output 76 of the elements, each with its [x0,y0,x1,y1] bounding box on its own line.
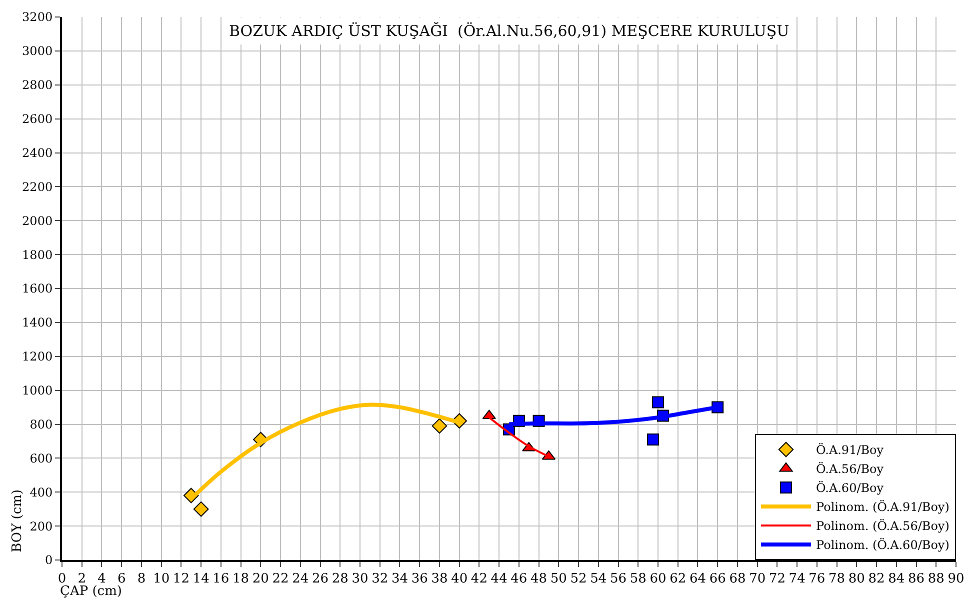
x-tick-label: 64 [689,572,706,587]
x-tick-label: 62 [670,572,686,587]
y-tick-label: 1200 [22,350,53,364]
x-tick-label: 24 [292,572,309,587]
x-tick-label: 28 [332,572,348,587]
x-tick-label: 16 [212,572,230,587]
x-tick-label: 86 [908,572,925,587]
x-tick-label: 12 [172,572,190,587]
x-tick-label: 76 [808,572,826,587]
x-tick-label: 60 [650,572,666,587]
x-tick-label: 44 [490,572,508,587]
x-tick-label: 88 [928,572,944,587]
x-tick-label: 34 [391,572,408,587]
y-tick-label: 600 [30,451,53,466]
y-tick-label: 400 [30,485,53,500]
x-tick-label: 20 [252,572,269,587]
y-tick-label: 200 [30,519,53,534]
legend-label: Polinom. (Ö.A.91/Boy) [816,499,950,514]
point [482,410,496,420]
x-tick-label: 4 [98,572,106,587]
x-tick-label: 56 [610,572,627,587]
x-tick-label: 78 [828,572,846,587]
x-tick-label: 72 [768,572,786,587]
x-tick-label: 70 [749,572,766,587]
x-tick-label: 38 [431,572,448,587]
x-tick-label: 46 [510,572,528,587]
x-tick-label: 18 [232,572,250,587]
y-tick-label: 1800 [22,248,53,262]
point [432,418,448,434]
x-tick-label: 58 [630,572,646,587]
y-axis-title: BOY (cm) [10,489,26,552]
x-tick-label: 90 [948,572,964,587]
legend-label: Polinom. (Ö.A.60/Boy) [816,537,950,552]
x-tick-label: 40 [451,572,468,587]
x-tick-label: 66 [709,572,726,587]
y-tick-label: 2000 [22,214,53,228]
y-tick-label: 800 [30,417,53,432]
y-tick-label: 0 [44,553,53,568]
x-tick-label: 74 [788,572,806,587]
x-axis-title: ÇAP (cm) [60,584,122,599]
y-tick-label: 2600 [22,112,53,126]
y-tick-label: 1600 [22,282,53,296]
x-tick-label: 82 [868,572,885,587]
x-tick-label: 84 [888,572,905,587]
x-tick-label: 48 [530,572,548,587]
x-tick-label: 50 [550,572,567,587]
x-tick-label: 8 [137,572,146,587]
legend-label: Ö.A.60/Boy [816,480,884,496]
legend-label: Ö.A.91/Boy [816,442,884,458]
x-tick-label: 2 [78,572,86,587]
y-tick-label: 1400 [22,316,53,330]
x-tick-label: 54 [590,572,607,587]
x-tick-label: 26 [312,572,329,587]
legend-label: Polinom. (Ö.A.56/Boy) [816,518,950,534]
point [193,501,209,517]
x-tick-label: 80 [848,572,865,587]
x-tick-label: 22 [272,572,289,587]
x-tick-label: 10 [153,572,170,587]
y-tick-label: 2800 [22,78,53,92]
x-tick-label: 68 [729,572,746,587]
point [647,434,660,446]
legend-label: Ö.A.56/Boy [816,461,884,476]
y-tick-label: 3000 [22,44,53,58]
x-tick-label: 30 [352,572,368,587]
x-tick-label: 32 [372,572,388,587]
x-tick-label: 14 [192,572,210,587]
x-tick-label: 6 [117,572,126,587]
chart-title: BOZUK ARDIÇ ÜST KUŞAĞI (Ör.Al.Nu.56,60,91) MEŞCERE KURULUŞU [229,22,790,40]
x-tick-label: 52 [570,572,587,587]
x-tick-label: 42 [470,572,488,587]
point [652,396,664,408]
y-tick-label: 3200 [22,10,53,24]
y-tick-label: 2200 [22,180,53,194]
y-tick-label: 1000 [22,384,53,398]
x-tick-label: 36 [411,572,428,587]
y-tick-label: 2400 [22,146,53,160]
